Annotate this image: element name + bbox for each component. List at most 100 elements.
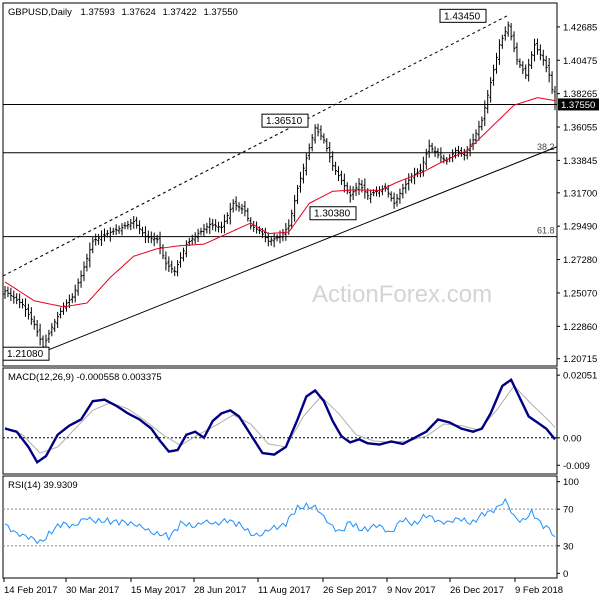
price-bar xyxy=(378,186,381,198)
price-bar xyxy=(272,232,276,248)
x-tick-label: 9 Feb 2018 xyxy=(515,585,563,596)
price-bar xyxy=(436,148,440,159)
price-bar xyxy=(424,148,428,170)
x-tick-label: 15 May 2017 xyxy=(131,585,186,596)
price-bar xyxy=(340,170,343,185)
price-bar xyxy=(521,61,525,75)
price-bar xyxy=(179,252,182,268)
price-bar xyxy=(193,232,197,244)
price-bar xyxy=(59,307,62,319)
price-tick-label: 1.29490 xyxy=(563,222,597,233)
price-bar xyxy=(47,329,51,343)
price-bar xyxy=(144,226,147,244)
price-bar xyxy=(111,227,115,236)
price-bar xyxy=(82,261,86,282)
price-bar xyxy=(293,194,297,222)
price-tick-label: 1.42685 xyxy=(563,22,597,33)
price-bar xyxy=(158,231,162,255)
price-bar xyxy=(550,71,554,94)
price-bar xyxy=(269,235,273,246)
annotation-label: 1.36510 xyxy=(266,116,303,127)
rsi-panel-title: RSI(14) 39.9309 xyxy=(8,480,78,491)
price-bar xyxy=(375,186,378,197)
price-y-axis: 1.42685 1.40475 1.38265 1.36055 1.33845 1.317… xyxy=(557,22,597,365)
price-bar xyxy=(167,256,171,272)
rsi-tick-label: 100 xyxy=(563,477,579,488)
price-bar xyxy=(407,173,411,191)
price-bar xyxy=(138,220,141,235)
ohlc-close: 1.37550 xyxy=(203,7,237,18)
symbol-title: GBPUSD,Daily xyxy=(8,7,72,18)
price-bar xyxy=(331,151,335,171)
price-bar xyxy=(237,202,241,212)
price-bar xyxy=(498,39,501,65)
price-bar xyxy=(524,64,528,80)
price-bar xyxy=(146,230,150,243)
macd-tick-label: -0.009 xyxy=(563,461,590,472)
price-bar xyxy=(114,224,118,235)
price-bar xyxy=(427,139,431,158)
price-annotations: 1.43450 1.36510 1.30380 1.21080 xyxy=(2,8,487,361)
price-bar xyxy=(553,86,557,111)
price-bar xyxy=(495,52,498,74)
price-tick-label: 1.40475 xyxy=(563,56,597,67)
price-bar xyxy=(117,225,121,234)
price-bar xyxy=(398,188,402,204)
price-bar xyxy=(275,234,279,242)
price-bar xyxy=(228,202,232,225)
price-bar xyxy=(266,232,270,247)
price-bar xyxy=(547,58,551,83)
price-tick-label: 1.38265 xyxy=(563,89,597,100)
price-bar xyxy=(208,217,212,235)
price-bar xyxy=(199,227,203,236)
fib-level-label: 38.2 xyxy=(537,142,555,152)
price-bar xyxy=(205,222,209,234)
rsi-y-axis: 100 70 30 0 xyxy=(557,477,579,580)
price-bar xyxy=(164,251,168,271)
price-panel-title: GBPUSD,Daily 1.37593 1.37624 1.37422 1.3… xyxy=(8,7,238,18)
x-tick-label: 9 Nov 2017 xyxy=(387,585,436,596)
watermark: ActionForex.com xyxy=(312,281,492,308)
price-bar xyxy=(319,125,323,141)
price-bar xyxy=(334,161,337,175)
price-bar xyxy=(225,212,229,225)
price-bar xyxy=(6,286,10,298)
price-bar xyxy=(457,145,460,157)
price-tick-label: 1.33845 xyxy=(563,156,597,167)
price-bar xyxy=(328,141,332,163)
price-bar xyxy=(325,138,329,152)
price-bar xyxy=(413,167,416,185)
price-bar xyxy=(313,124,317,144)
price-bar xyxy=(155,234,159,244)
fib-level-label: 61.8 xyxy=(537,226,555,236)
price-bar xyxy=(24,298,27,317)
price-tick-label: 1.22860 xyxy=(563,322,597,333)
x-tick-label: 26 Sep 2017 xyxy=(323,585,377,596)
price-bar xyxy=(451,149,455,163)
x-tick-label: 11 Aug 2017 xyxy=(258,585,311,596)
price-bar xyxy=(246,207,250,222)
price-bar xyxy=(32,315,36,330)
annotation-label: 1.43450 xyxy=(444,11,481,22)
price-bar xyxy=(184,240,188,258)
price-bar xyxy=(94,233,98,246)
price-bar xyxy=(290,209,294,230)
price-bar xyxy=(141,226,144,236)
price-bar xyxy=(65,299,68,312)
macd-tick-label: 0.00 xyxy=(563,433,582,444)
price-bar xyxy=(214,219,218,232)
annotation-box xyxy=(2,346,50,361)
price-bar xyxy=(503,26,507,41)
price-bar xyxy=(433,146,437,158)
price-bar xyxy=(348,185,352,203)
price-bar xyxy=(132,215,136,229)
price-bar xyxy=(108,227,112,242)
price-bar xyxy=(322,133,326,144)
price-bar xyxy=(3,286,7,299)
macd-panel-frame xyxy=(2,367,558,475)
support-trendline xyxy=(39,146,558,354)
price-bar xyxy=(515,42,519,65)
date-x-axis: 14 Feb 2017 30 Mar 2017 15 May 2017 28 Jun … xyxy=(3,578,563,596)
price-bar xyxy=(307,143,311,161)
price-bar xyxy=(38,323,42,346)
